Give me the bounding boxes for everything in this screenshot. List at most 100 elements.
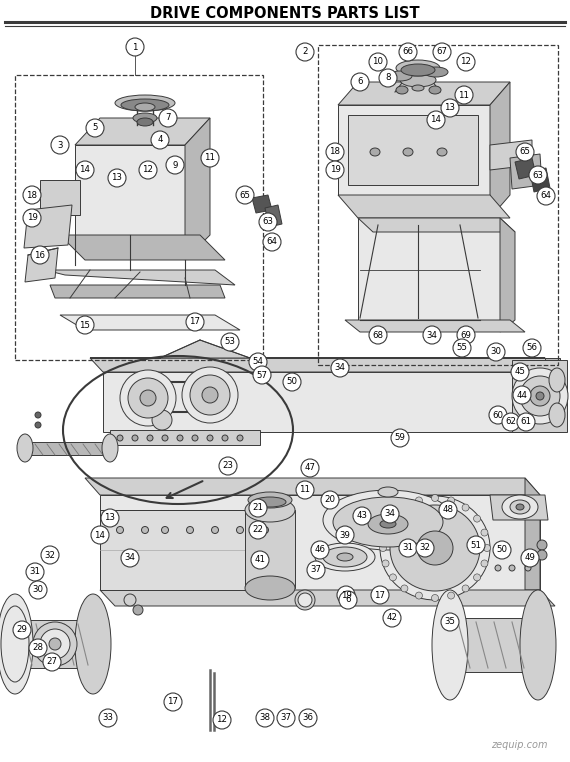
Circle shape [416, 592, 422, 599]
Text: 64: 64 [540, 191, 552, 200]
Text: 15: 15 [79, 321, 91, 329]
Circle shape [326, 161, 344, 179]
Circle shape [283, 373, 301, 391]
Polygon shape [110, 430, 260, 445]
Ellipse shape [525, 565, 531, 571]
Polygon shape [338, 105, 490, 195]
Polygon shape [338, 82, 510, 105]
Polygon shape [60, 235, 225, 260]
Ellipse shape [509, 565, 515, 571]
Ellipse shape [298, 593, 312, 607]
Text: 59: 59 [394, 434, 405, 443]
Text: 35: 35 [445, 617, 455, 626]
Circle shape [166, 156, 184, 174]
Circle shape [382, 560, 389, 567]
Ellipse shape [323, 547, 367, 567]
Circle shape [529, 166, 547, 184]
Text: 32: 32 [44, 550, 55, 559]
Circle shape [441, 613, 459, 631]
Circle shape [511, 363, 529, 381]
Ellipse shape [380, 496, 490, 600]
Circle shape [401, 585, 408, 592]
Text: 14: 14 [430, 116, 442, 124]
Ellipse shape [388, 71, 412, 81]
Circle shape [467, 536, 485, 554]
Circle shape [489, 406, 507, 424]
Polygon shape [450, 618, 538, 672]
Text: 43: 43 [356, 511, 368, 520]
Circle shape [427, 111, 445, 129]
Circle shape [43, 653, 61, 671]
Ellipse shape [133, 605, 143, 615]
Polygon shape [100, 510, 280, 590]
Ellipse shape [202, 387, 218, 403]
Circle shape [186, 313, 204, 331]
Text: 23: 23 [222, 462, 234, 470]
Polygon shape [75, 118, 210, 145]
Text: 9: 9 [172, 161, 178, 169]
Text: 55: 55 [457, 344, 467, 353]
Ellipse shape [237, 435, 243, 441]
Text: 63: 63 [532, 171, 544, 180]
Ellipse shape [432, 590, 468, 700]
Text: 54: 54 [253, 357, 263, 367]
Polygon shape [25, 442, 110, 455]
Ellipse shape [35, 422, 41, 428]
Text: 10: 10 [373, 57, 384, 66]
Polygon shape [85, 478, 540, 495]
Polygon shape [40, 180, 80, 215]
Ellipse shape [549, 368, 565, 392]
Circle shape [296, 43, 314, 61]
Ellipse shape [192, 435, 198, 441]
Circle shape [296, 481, 314, 499]
Text: 17: 17 [168, 697, 178, 706]
Bar [15, 75, 263, 360]
Text: 34: 34 [385, 510, 396, 518]
Text: 6: 6 [345, 595, 351, 604]
Polygon shape [358, 218, 515, 232]
Text: 34: 34 [124, 553, 136, 562]
Ellipse shape [190, 375, 230, 415]
Circle shape [249, 521, 267, 539]
Polygon shape [50, 285, 225, 298]
Circle shape [381, 505, 399, 523]
Circle shape [159, 109, 177, 127]
Ellipse shape [337, 553, 353, 561]
Ellipse shape [510, 500, 530, 514]
Circle shape [431, 495, 438, 501]
Circle shape [481, 560, 488, 567]
Text: 30: 30 [491, 347, 502, 357]
Text: 12: 12 [142, 165, 153, 174]
Ellipse shape [401, 64, 435, 76]
Circle shape [23, 209, 41, 227]
Text: 11: 11 [299, 485, 311, 495]
Text: 34: 34 [426, 331, 438, 340]
Ellipse shape [502, 495, 538, 519]
Text: 6: 6 [357, 78, 363, 87]
Circle shape [537, 187, 555, 205]
Polygon shape [338, 195, 510, 218]
Ellipse shape [186, 527, 193, 533]
Polygon shape [90, 340, 545, 358]
Text: 28: 28 [32, 643, 43, 652]
Circle shape [416, 497, 422, 504]
Ellipse shape [245, 576, 295, 600]
Ellipse shape [424, 67, 448, 77]
Text: 63: 63 [263, 217, 274, 226]
Polygon shape [545, 358, 560, 432]
Ellipse shape [120, 370, 176, 426]
Text: 66: 66 [402, 47, 413, 56]
Ellipse shape [137, 118, 153, 126]
Circle shape [307, 561, 325, 579]
Text: 19: 19 [27, 213, 38, 223]
Text: 30: 30 [32, 585, 43, 594]
Circle shape [447, 592, 454, 599]
Circle shape [299, 709, 317, 727]
Circle shape [339, 591, 357, 609]
Ellipse shape [245, 498, 295, 522]
Ellipse shape [207, 435, 213, 441]
Polygon shape [490, 495, 548, 520]
Polygon shape [252, 195, 272, 213]
Ellipse shape [121, 99, 169, 111]
Ellipse shape [429, 86, 441, 94]
